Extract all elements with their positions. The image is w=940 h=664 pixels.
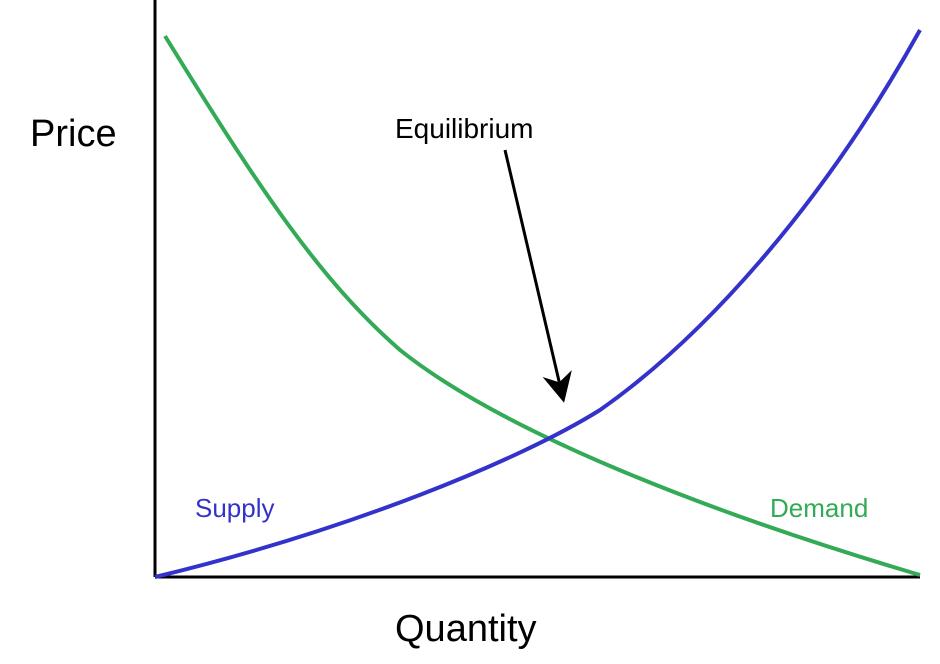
equilibrium-arrow [505, 150, 562, 394]
axis-label-price: Price [30, 115, 117, 153]
demand-label: Demand [770, 495, 868, 521]
supply-label: Supply [195, 495, 275, 521]
chart-svg [0, 0, 940, 664]
axis-label-quantity: Quantity [395, 610, 537, 648]
equilibrium-label: Equilibrium [395, 115, 534, 143]
chart-stage: Price Quantity Supply Demand Equilibrium [0, 0, 940, 664]
